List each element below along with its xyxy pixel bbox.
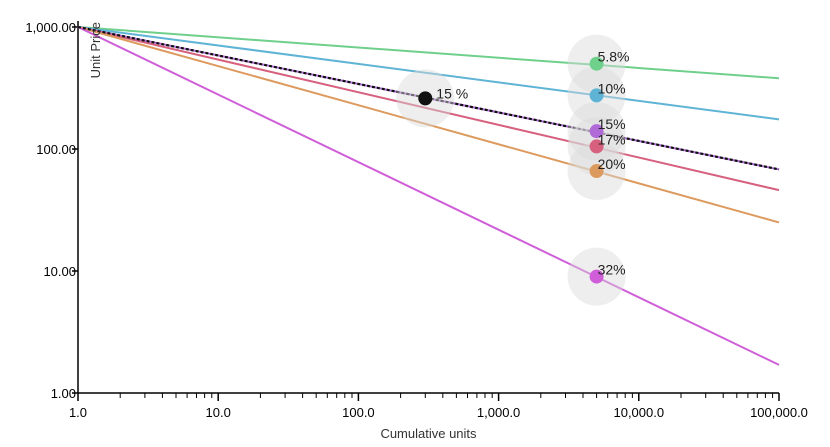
- series-marker-2-dot: [589, 124, 604, 139]
- series-marker-3-dot: [589, 139, 604, 154]
- series-line-5: [77, 26, 780, 366]
- series-line-0: [77, 26, 780, 80]
- series-marker-0-label: 5.8%: [598, 49, 630, 65]
- series-marker-3-label: 17%: [598, 131, 626, 147]
- x-tick-label: 10,000.0: [613, 405, 664, 420]
- series-marker-4-label: 20%: [598, 156, 626, 172]
- x-tick-label: 1,000.0: [477, 405, 520, 420]
- series-line-1: [77, 26, 780, 121]
- y-tick-label: 100.00: [36, 142, 76, 157]
- y-tick-label: 1.00: [51, 386, 76, 401]
- series-marker-4-dot: [589, 164, 604, 179]
- y-axis-title: Unit Price: [88, 22, 103, 78]
- series-marker-0-dot: [589, 56, 604, 71]
- y-axis-ticks: 1.00 10.00 100.00 1,000.00: [25, 20, 78, 401]
- series-marker-1-label: 10%: [598, 80, 626, 96]
- series-marker-5-label: 32%: [598, 262, 626, 278]
- x-tick-label: 1.0: [69, 405, 87, 420]
- x-axis-title: Cumulative units: [380, 426, 477, 441]
- series-marker-2-label: 15%: [598, 116, 626, 132]
- x-axis-ticks: 1.0 10.0 100.0 1,000.0 10,000.0 100,000.0: [69, 393, 808, 420]
- y-tick-label: 1,000.00: [25, 20, 76, 35]
- axes: 1.0 10.0 100.0 1,000.0 10,000.0 100,000.0 1.0…: [25, 20, 808, 420]
- series-marker-1-dot: [589, 88, 604, 103]
- series-markers: 5.8% 10% 15%17% 20% 32% 15 %: [396, 34, 630, 306]
- x-tick-label: 100.0: [342, 405, 375, 420]
- series-line-4: [77, 26, 780, 224]
- series-marker-5-dot: [589, 269, 604, 284]
- x-tick-label: 10.0: [206, 405, 231, 420]
- reference-marker-dot: [418, 91, 433, 106]
- series-line-3: [77, 26, 780, 192]
- y-tick-label: 10.00: [43, 264, 76, 279]
- reference-marker-label: 15 %: [436, 85, 468, 101]
- x-tick-label: 100,000.0: [750, 405, 808, 420]
